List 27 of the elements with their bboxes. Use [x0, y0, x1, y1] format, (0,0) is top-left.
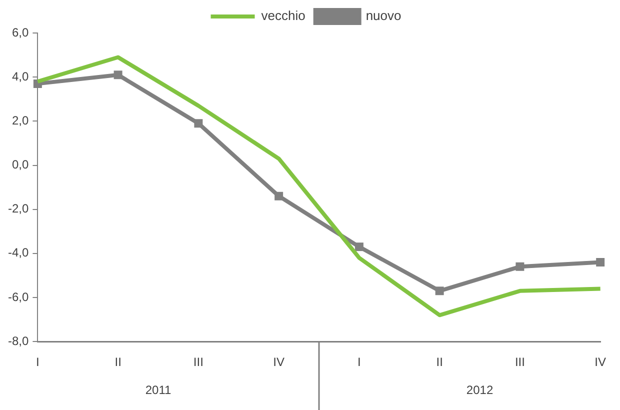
point	[354, 242, 364, 252]
y-tick-label: 0,0	[12, 158, 29, 172]
y-tick-label: -2,0	[8, 202, 29, 216]
point	[114, 70, 122, 80]
text: 2011	[145, 382, 172, 397]
x-tick-label: IV	[273, 355, 284, 370]
point	[435, 286, 444, 296]
text: 2012	[466, 382, 494, 397]
legend-label: vecchio	[261, 8, 306, 24]
point	[596, 258, 605, 266]
y-tick-label: 6,0	[12, 25, 29, 40]
x-tick-label: III	[193, 355, 204, 370]
point	[194, 119, 203, 128]
point	[516, 262, 524, 271]
x-tick-label: I	[36, 355, 40, 370]
x-tick-label: II	[114, 355, 122, 370]
x-tick-label: II	[436, 355, 443, 370]
y-tick-label: 4,0	[12, 69, 29, 84]
x-tick-label: III	[514, 355, 525, 370]
x-tick-label: IV	[594, 355, 606, 370]
y-tick-label: 2,0	[12, 113, 29, 128]
y-tick-label: -6,0	[8, 290, 29, 304]
legend-label: nuovo	[366, 8, 402, 24]
point	[274, 192, 284, 200]
y-tick-label: -4,0	[8, 246, 29, 260]
x-tick-label: I	[358, 355, 361, 370]
y-tick-label: -8,0	[8, 334, 29, 348]
